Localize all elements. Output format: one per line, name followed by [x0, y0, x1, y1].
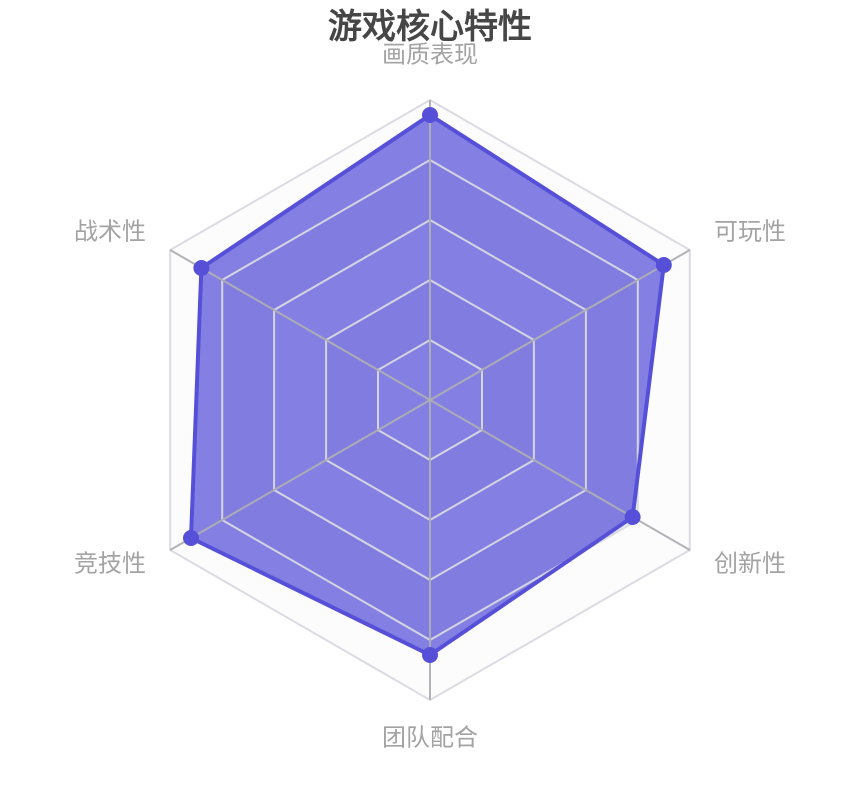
- axis-label-chuangxinxing: 创新性: [714, 551, 786, 578]
- radar-axis-line-5: [169, 249, 431, 401]
- axis-label-jingjixing: 竞技性: [74, 551, 146, 578]
- data-point-战术性[interactable]: [193, 260, 210, 276]
- radar-axis-line-2: [429, 399, 691, 551]
- axis-label-zhanshuxing: 战术性: [74, 219, 146, 246]
- radar-grid-lines: [169, 98, 691, 702]
- radar-series[interactable]: [183, 107, 672, 663]
- data-point-画质表现[interactable]: [422, 107, 438, 123]
- data-point-团队配合[interactable]: [422, 647, 438, 663]
- axis-label-tuanduipeihe: 团队配合: [382, 725, 478, 752]
- radar-axis-line-1: [429, 249, 691, 401]
- data-point-可玩性[interactable]: [655, 257, 672, 273]
- data-point-竞技性[interactable]: [183, 530, 199, 546]
- data-point-创新性[interactable]: [624, 509, 641, 525]
- chart-title: 游戏核心特性: [328, 8, 532, 46]
- axis-label-huazhibiaoxian: 画质表现: [382, 42, 478, 69]
- radar-area-fill: [191, 115, 664, 655]
- radar-series-fill: [191, 115, 664, 655]
- radar-axis-line-4: [169, 399, 431, 551]
- axis-label-kewanxing: 可玩性: [714, 219, 786, 246]
